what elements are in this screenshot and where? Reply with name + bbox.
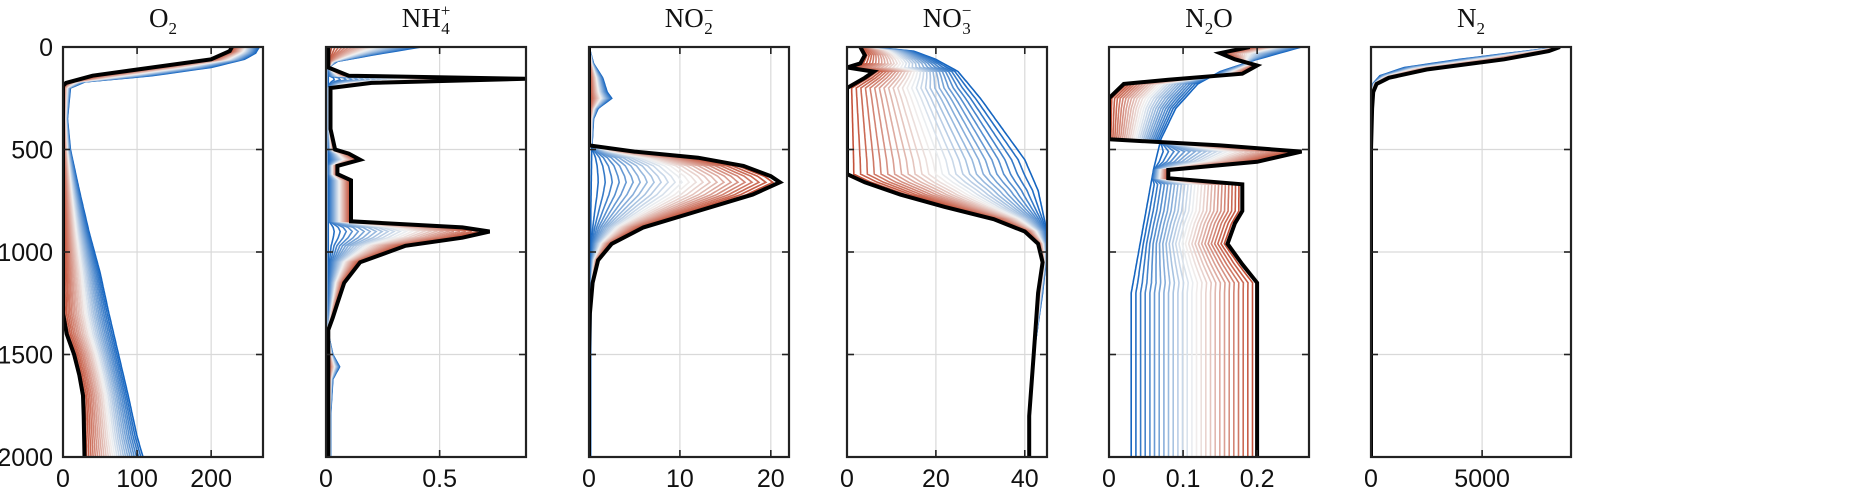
x-tick-label: 0	[56, 465, 70, 493]
profile-line-12	[1136, 47, 1279, 457]
x-tick-label: 10	[666, 465, 694, 493]
profile-line-9	[1142, 47, 1285, 457]
x-tick-label: 20	[922, 465, 950, 493]
panel-title: NO− 3	[923, 1, 972, 38]
panel-no3: 0 20 40 NO− 3	[840, 1, 1049, 493]
profile-line-5	[1150, 47, 1293, 457]
profile-line-20	[1121, 47, 1265, 457]
profile-line-8	[1144, 47, 1287, 457]
x-tick-label: 0	[840, 465, 854, 493]
x-tick-label: 20	[757, 465, 785, 493]
y-tick-label: 1000	[0, 239, 53, 267]
final-profile-line	[589, 47, 785, 457]
profile-line-15	[1131, 47, 1273, 457]
x-tick-label: 0	[1364, 465, 1378, 493]
panel-no2: 0 10 20 NO− 2	[582, 1, 791, 493]
profile-line-21	[1119, 47, 1270, 457]
panel-title: N2	[1457, 3, 1485, 38]
panel-title: NH+ 4	[402, 1, 451, 38]
x-tick-label: 5000	[1454, 465, 1510, 493]
profile-line-11	[1138, 47, 1281, 457]
profile-line-22	[1117, 47, 1276, 457]
x-tick-label: 200	[190, 465, 232, 493]
profile-ensemble	[326, 47, 526, 457]
profile-line-26	[1110, 47, 1297, 457]
final-profile-line	[63, 47, 234, 457]
y-tick-label: 1500	[0, 342, 53, 370]
panel-n2: 0 5000 N2	[1364, 3, 1573, 493]
profile-line-3	[1144, 47, 1297, 457]
profile-line-7	[1146, 47, 1289, 457]
panel-n2o: 0 0.1 0.2 N2O	[1102, 3, 1311, 493]
profile-line-17	[1127, 47, 1270, 457]
x-tick-label: 40	[1011, 465, 1039, 493]
panel-nh4: 0 0.5 NH+ 4	[319, 1, 528, 493]
x-tick-label: 0.1	[1166, 465, 1201, 493]
profile-line-16	[1129, 47, 1272, 457]
profile-line-24	[1113, 47, 1286, 457]
x-tick-label: 0.5	[422, 465, 457, 493]
profile-line-13	[1134, 47, 1277, 457]
panel-title: NO− 2	[665, 1, 714, 38]
final-profile-line	[847, 47, 1045, 457]
profile-line-18	[1125, 47, 1268, 457]
profile-line-25	[1111, 47, 1292, 457]
x-tick-label: 0	[1102, 465, 1116, 493]
final-profile-line	[1109, 47, 1303, 457]
x-tick-label: 0.2	[1240, 465, 1275, 493]
x-tick-label: 0	[319, 465, 333, 493]
y-tick-label: 0	[39, 34, 53, 62]
profile-line-2	[1139, 47, 1299, 457]
panel-title: N2O	[1185, 3, 1233, 38]
y-tick-label: 500	[11, 137, 53, 165]
y-tick-label: 2000	[0, 444, 53, 472]
final-profile-line	[326, 47, 526, 457]
profile-line-0	[1130, 47, 1302, 457]
profile-line-19	[1123, 47, 1266, 457]
profile-line-23	[1115, 47, 1281, 457]
profile-line-4	[1149, 47, 1295, 457]
profile-ensemble	[63, 47, 260, 457]
profile-line-1	[1135, 47, 1300, 457]
profile-line-14	[1133, 47, 1275, 457]
x-tick-label: 100	[116, 465, 158, 493]
profile-line-10	[1140, 47, 1283, 457]
x-tick-label: 0	[582, 465, 596, 493]
panel-title: O2	[149, 3, 177, 38]
profile-ensemble	[1109, 47, 1303, 457]
profile-line-6	[1148, 47, 1291, 457]
